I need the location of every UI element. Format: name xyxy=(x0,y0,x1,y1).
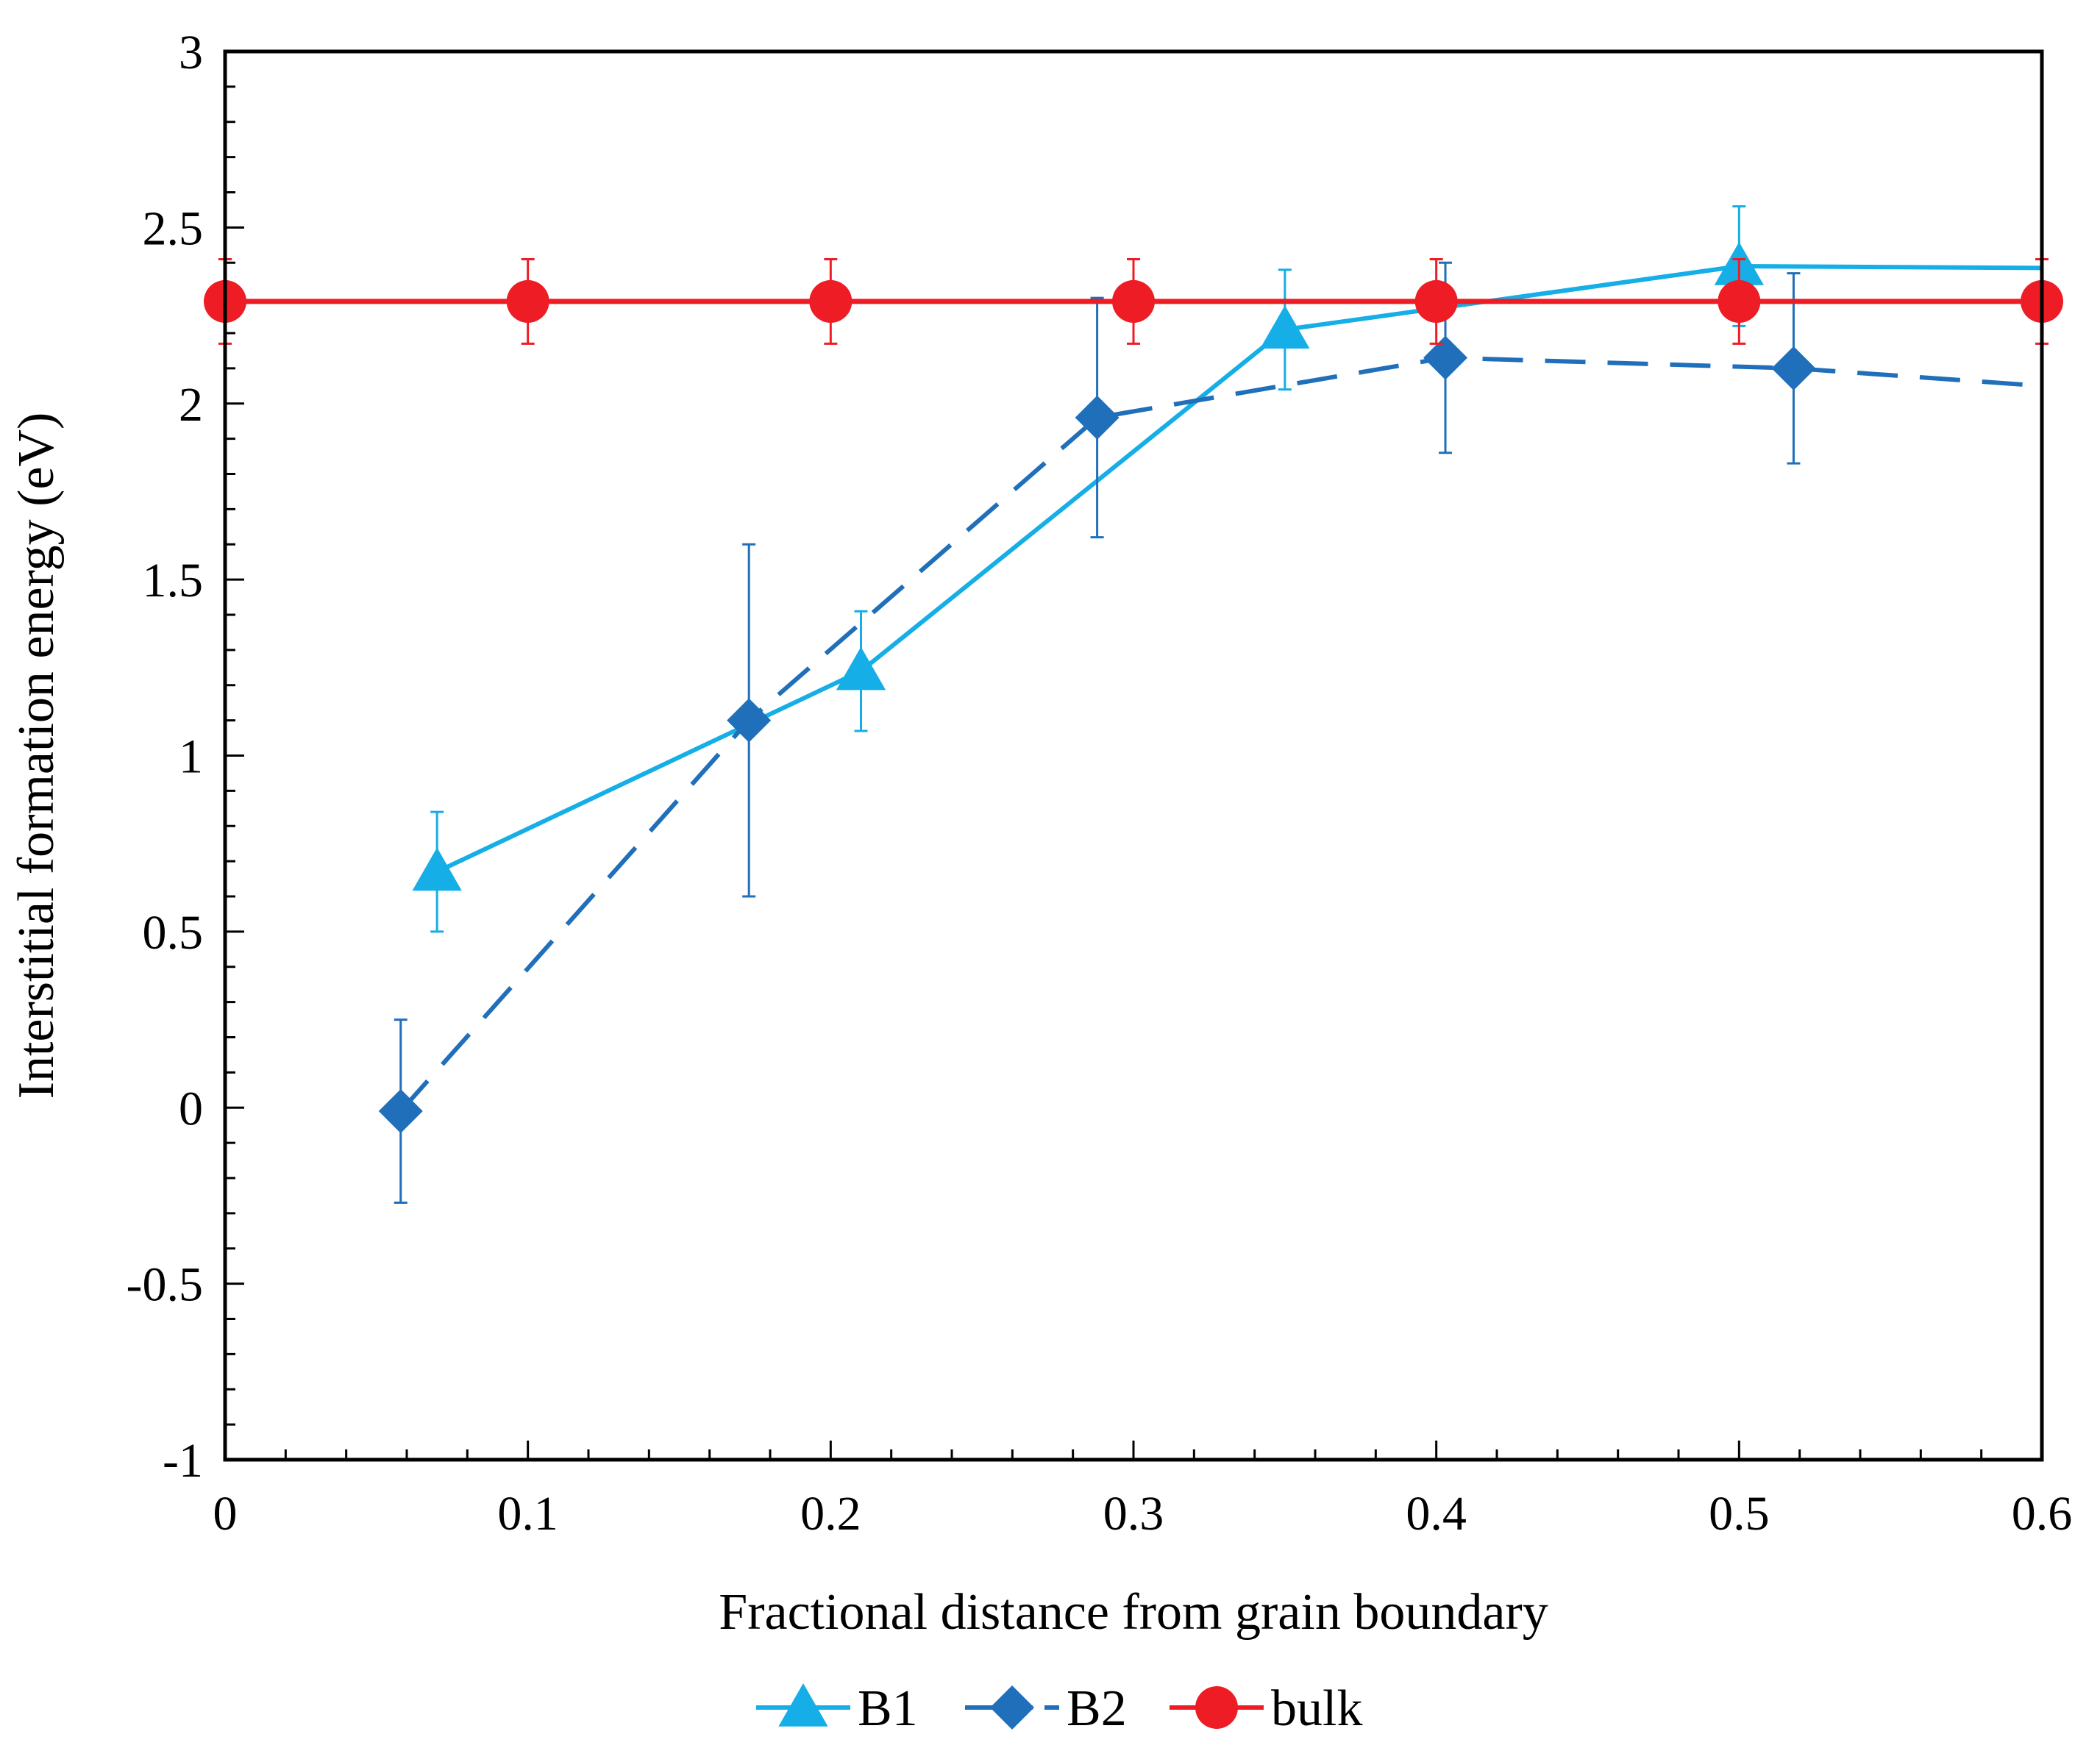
y-tick-label: 1 xyxy=(179,730,203,784)
data-point-b1 xyxy=(1260,305,1310,349)
x-axis-title: Fractional distance from grain boundary xyxy=(719,1584,1548,1641)
y-tick-label: 3 xyxy=(179,26,203,79)
legend-label-bulk: bulk xyxy=(1271,1680,1362,1737)
series-b2 xyxy=(378,261,2043,1205)
data-point-bulk xyxy=(1718,279,1761,323)
legend: B1 B2 bulk xyxy=(756,1680,1362,1737)
data-point-bulk xyxy=(1414,279,1458,323)
legend-marker-bulk xyxy=(1195,1686,1238,1729)
y-tick-label: -0.5 xyxy=(127,1258,203,1312)
x-tick-label: 0.5 xyxy=(1709,1487,1770,1541)
data-point-b1 xyxy=(836,646,886,691)
data-point-b2 xyxy=(378,1089,423,1134)
series-layer xyxy=(204,205,2063,1205)
data-point-bulk xyxy=(1112,279,1155,323)
legend-item-b1: B1 xyxy=(756,1680,918,1737)
tick-labels: -1 -0.5 0 0.5 1 1.5 2 2.5 3 0 0.1 0.2 0.3 0.4 0.5 0.6 xyxy=(127,26,2073,1541)
x-tick-label: 0.1 xyxy=(497,1487,558,1541)
series-line-b1 xyxy=(435,264,2043,874)
plot-frame xyxy=(223,49,2044,1462)
data-point-bulk xyxy=(506,279,549,323)
legend-marker-b1 xyxy=(778,1683,828,1727)
y-tick-label: 2.5 xyxy=(143,201,204,255)
legend-item-bulk: bulk xyxy=(1170,1680,1362,1737)
legend-marker-b2 xyxy=(990,1685,1034,1730)
data-point-b1 xyxy=(412,847,462,891)
x-tick-label: 0.2 xyxy=(800,1487,861,1541)
series-line-b2 xyxy=(399,355,2043,1113)
legend-item-b2: B2 xyxy=(965,1680,1127,1737)
data-point-b2 xyxy=(1075,395,1120,440)
y-tick-label: 2 xyxy=(179,378,203,432)
data-point-bulk xyxy=(809,279,853,323)
y-tick-label: 0.5 xyxy=(143,906,204,960)
y-tick-label: 0 xyxy=(179,1082,203,1135)
y-tick-label: 1.5 xyxy=(143,554,204,607)
data-point-b2 xyxy=(1423,335,1468,380)
y-axis-title: Interstitial formation energy (eV) xyxy=(8,413,65,1099)
legend-label-b1: B1 xyxy=(858,1680,918,1737)
x-tick-label: 0.3 xyxy=(1103,1487,1164,1541)
x-tick-label: 0 xyxy=(213,1487,238,1541)
y-tick-label: -1 xyxy=(163,1434,203,1488)
legend-label-b2: B2 xyxy=(1067,1680,1127,1737)
data-point-b2 xyxy=(1771,346,1816,390)
data-point-b2 xyxy=(727,698,772,743)
x-tick-label: 0.4 xyxy=(1406,1487,1467,1541)
x-tick-label: 0.6 xyxy=(2012,1487,2073,1541)
series-bulk xyxy=(204,257,2063,345)
